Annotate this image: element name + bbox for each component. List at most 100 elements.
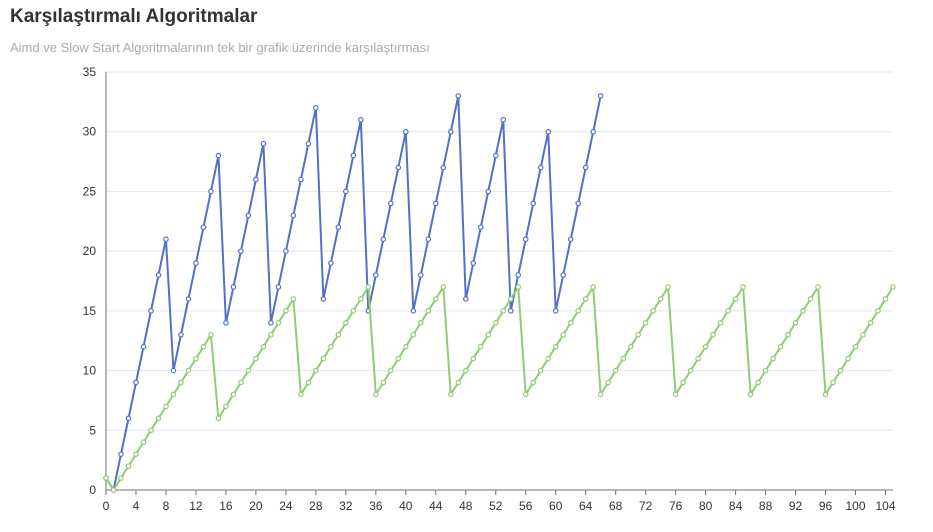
data-point: [432, 200, 439, 207]
x-tick-label: 60: [549, 499, 563, 513]
data-point: [388, 367, 394, 374]
data-point: [695, 355, 701, 362]
data-point: [410, 331, 417, 338]
data-point: [208, 331, 214, 338]
x-tick-label: 12: [189, 499, 203, 513]
series-layer: [103, 93, 896, 493]
x-tick-label: 32: [339, 499, 353, 513]
data-point: [515, 284, 522, 290]
data-point: [560, 272, 567, 278]
data-point: [343, 319, 349, 326]
data-point: [313, 367, 319, 374]
data-point: [620, 355, 626, 362]
data-point: [477, 224, 484, 231]
data-point: [447, 391, 454, 398]
data-point: [545, 355, 552, 362]
data-point: [208, 188, 214, 195]
data-point: [545, 128, 552, 135]
data-point: [440, 284, 447, 290]
x-tick-label: 36: [369, 499, 383, 513]
data-point: [350, 308, 357, 314]
data-point: [882, 296, 889, 302]
data-point: [717, 319, 724, 326]
data-point: [410, 308, 417, 314]
data-point: [485, 331, 492, 338]
data-point: [395, 355, 402, 362]
data-point: [133, 451, 139, 457]
data-point: [320, 355, 327, 362]
data-point: [223, 319, 229, 326]
data-point: [627, 343, 634, 350]
data-point: [665, 284, 671, 290]
data-point: [462, 296, 469, 302]
data-point: [597, 93, 604, 99]
data-point: [275, 284, 282, 290]
y-tick-label: 30: [83, 125, 97, 139]
data-point: [283, 248, 289, 254]
data-point: [170, 367, 177, 374]
data-point: [575, 200, 582, 207]
x-tick-label: 16: [219, 499, 233, 513]
data-point: [373, 391, 379, 398]
data-point: [163, 403, 169, 410]
data-point: [268, 331, 274, 338]
data-point: [575, 308, 582, 314]
data-point: [530, 200, 537, 207]
x-tick-label: 56: [519, 499, 533, 513]
data-point: [133, 379, 139, 386]
data-point: [582, 296, 589, 302]
data-point: [680, 379, 686, 386]
data-point: [335, 331, 342, 338]
data-point: [193, 355, 199, 362]
x-tick-label: 96: [819, 499, 833, 513]
y-tick-label: 10: [83, 364, 97, 378]
data-point: [245, 367, 252, 374]
x-tick-label: 68: [609, 499, 623, 513]
y-tick-label: 35: [83, 65, 97, 79]
data-point: [777, 343, 784, 350]
y-tick-label: 25: [83, 184, 97, 198]
data-point: [432, 296, 439, 302]
data-point: [125, 415, 132, 422]
x-tick-label: 72: [639, 499, 653, 513]
x-tick-label: 92: [789, 499, 803, 513]
data-point: [672, 391, 679, 398]
data-point: [785, 331, 791, 338]
data-point: [110, 487, 117, 493]
data-point: [148, 308, 154, 314]
data-point: [200, 343, 207, 350]
data-point: [845, 355, 851, 362]
data-point: [530, 379, 537, 386]
data-point: [335, 224, 342, 231]
data-point: [215, 415, 222, 422]
data-point: [552, 343, 559, 350]
data-point: [642, 319, 649, 326]
data-point: [305, 140, 312, 147]
data-point: [185, 367, 192, 374]
x-tick-label: 80: [699, 499, 713, 513]
data-point: [320, 296, 327, 302]
chart-title: Karşılaştırmalı Algoritmalar: [10, 6, 258, 27]
y-tick-label: 20: [83, 244, 97, 258]
data-point: [440, 164, 447, 171]
data-point: [635, 331, 641, 338]
chart-subtitle: Aimd ve Slow Start Algoritmalarının tek …: [10, 40, 430, 55]
data-point: [155, 272, 162, 278]
data-point: [687, 367, 694, 374]
data-point: [492, 319, 499, 326]
data-point: [328, 260, 334, 266]
data-point: [590, 128, 596, 135]
data-point: [417, 319, 424, 326]
data-point: [185, 296, 192, 302]
data-point: [298, 391, 304, 398]
x-tick-label: 40: [399, 499, 413, 513]
data-point: [163, 236, 169, 243]
x-tick-label: 44: [429, 499, 443, 513]
data-point: [328, 343, 334, 350]
data-point: [425, 308, 432, 314]
data-point: [178, 331, 184, 338]
data-point: [612, 367, 619, 374]
data-point: [365, 284, 372, 290]
